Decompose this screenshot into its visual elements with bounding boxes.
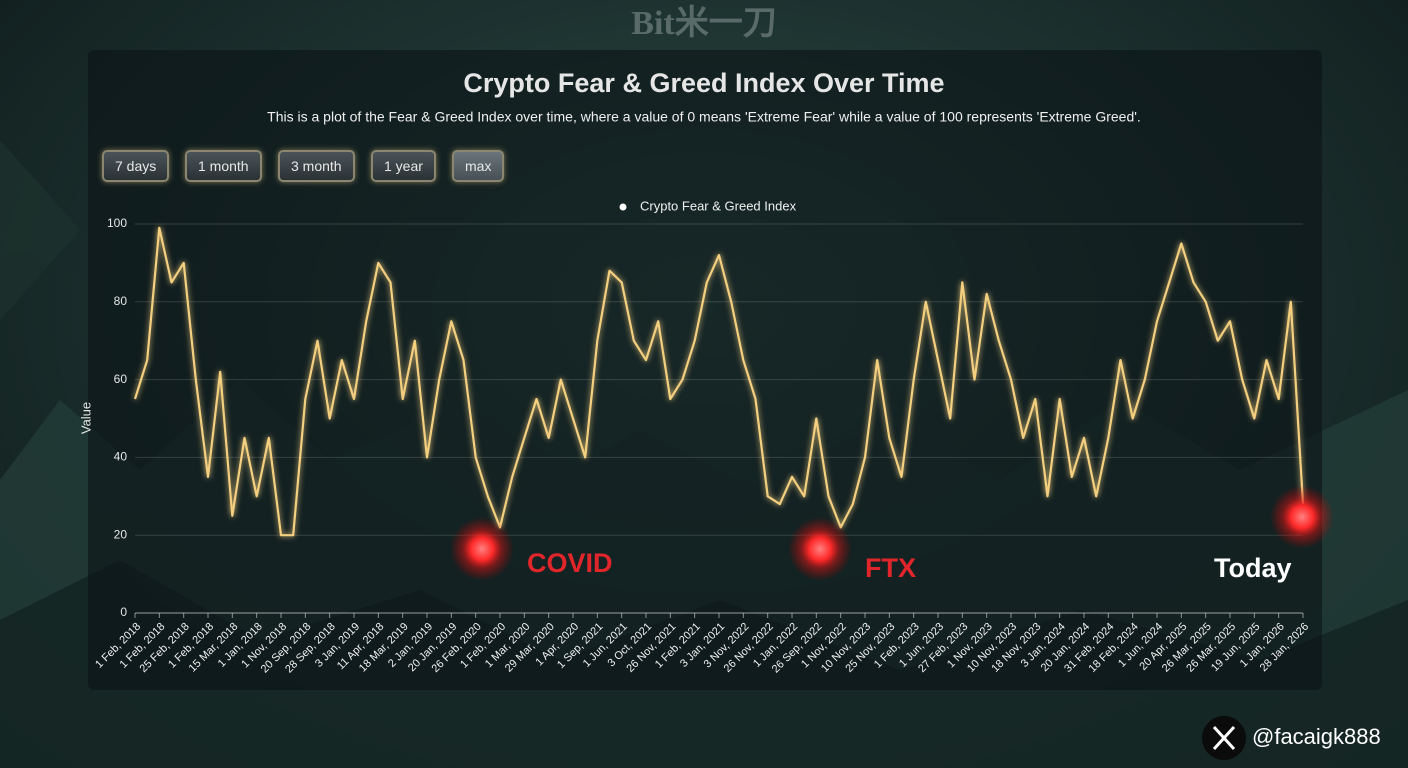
highlight-dot — [1270, 485, 1334, 549]
legend-swatch — [619, 203, 627, 211]
annotation: COVID — [527, 548, 613, 578]
handle: @facaigk888 — [1252, 724, 1381, 749]
series-line — [133, 226, 1305, 537]
annotation: FTX — [865, 553, 916, 583]
range-button[interactable]: 7 days — [102, 150, 170, 182]
annotation: Today — [1214, 553, 1292, 583]
range-button[interactable]: 1 month — [185, 150, 262, 182]
y-tick-label: 0 — [120, 605, 127, 619]
y-tick-label: 80 — [114, 294, 128, 308]
highlights — [450, 485, 1334, 581]
y-tick-label: 60 — [114, 372, 128, 386]
legend-label: Crypto Fear & Greed Index — [640, 198, 797, 213]
chart-title: Crypto Fear & Greed Index Over Time — [463, 68, 944, 98]
highlight-dot — [788, 517, 852, 581]
y-tick-label: 100 — [107, 216, 127, 230]
y-axis-label: Value — [78, 402, 93, 434]
y-tick-label: 20 — [114, 527, 128, 541]
range-button[interactable]: 1 year — [371, 150, 436, 182]
highlight-dot — [450, 517, 514, 581]
chart-subtitle: This is a plot of the Fear & Greed Index… — [267, 109, 1141, 125]
x-logo — [1202, 716, 1246, 760]
chart-panel — [88, 50, 1322, 690]
range-button[interactable]: 3 month — [278, 150, 355, 182]
range-button[interactable]: max — [452, 150, 505, 182]
watermark: Bit米一刀 — [631, 4, 776, 42]
y-tick-label: 40 — [114, 450, 128, 464]
